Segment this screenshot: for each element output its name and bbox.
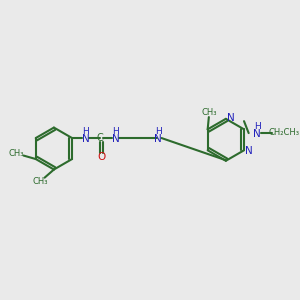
Text: N: N	[154, 134, 162, 144]
Text: N: N	[82, 134, 89, 144]
Text: CH₂CH₃: CH₂CH₃	[268, 128, 299, 137]
Text: H: H	[112, 127, 119, 136]
Text: N: N	[227, 113, 235, 123]
Text: CH₃: CH₃	[32, 177, 48, 186]
Text: N: N	[245, 146, 253, 157]
Text: H: H	[254, 122, 260, 131]
Text: C: C	[97, 133, 104, 143]
Text: H: H	[82, 127, 89, 136]
Text: CH₃: CH₃	[8, 149, 24, 158]
Text: N: N	[112, 134, 120, 144]
Text: H: H	[155, 127, 161, 136]
Text: N: N	[253, 129, 261, 139]
Text: CH₃: CH₃	[201, 108, 217, 117]
Text: O: O	[98, 152, 106, 162]
